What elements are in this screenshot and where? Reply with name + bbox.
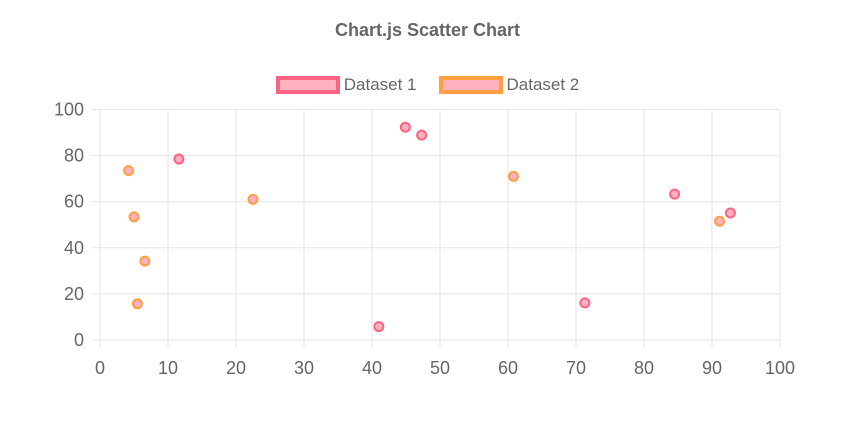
x-tick-label: 80	[634, 358, 654, 378]
y-tick-label: 20	[64, 284, 84, 304]
y-tick-label: 40	[64, 238, 84, 258]
y-tick-label: 80	[64, 146, 84, 166]
scatter-point-dataset-2[interactable]	[713, 215, 725, 227]
y-tick-label: 100	[54, 100, 84, 120]
legend-item-dataset-1[interactable]: Dataset 1	[275, 75, 417, 94]
legend-label-dataset-2: Dataset 2	[506, 75, 580, 94]
scatter-point-dataset-2[interactable]	[131, 298, 143, 310]
scatter-point-dataset-1[interactable]	[724, 207, 736, 219]
legend-swatch-dataset-1	[275, 75, 340, 94]
scatter-point-dataset-1[interactable]	[579, 297, 591, 309]
x-tick-label: 60	[498, 358, 518, 378]
scatter-point-dataset-2[interactable]	[247, 193, 259, 205]
scatter-point-dataset-1[interactable]	[416, 129, 428, 141]
x-tick-label: 10	[158, 358, 178, 378]
scatter-point-dataset-1[interactable]	[373, 321, 385, 333]
x-tick-label: 30	[294, 358, 314, 378]
chart-title: Chart.js Scatter Chart	[334, 20, 521, 40]
scatter-point-dataset-2[interactable]	[123, 165, 135, 177]
y-tick-label: 0	[74, 330, 84, 350]
x-tick-label: 20	[226, 358, 246, 378]
legend: Dataset 1 Dataset 2	[0, 75, 855, 94]
legend-item-dataset-2[interactable]: Dataset 2	[438, 75, 580, 94]
x-tick-label: 100	[765, 358, 795, 378]
scatter-point-dataset-1[interactable]	[399, 121, 411, 133]
scatter-point-dataset-1[interactable]	[669, 188, 681, 200]
scatter-point-dataset-2[interactable]	[128, 211, 140, 223]
x-tick-label: 70	[566, 358, 586, 378]
scatter-point-dataset-2[interactable]	[507, 170, 519, 182]
x-tick-label: 0	[95, 358, 105, 378]
x-tick-label: 50	[430, 358, 450, 378]
scatter-point-dataset-2[interactable]	[139, 255, 151, 267]
scatter-point-dataset-1[interactable]	[173, 153, 185, 165]
x-tick-label: 40	[362, 358, 382, 378]
x-tick-label: 90	[702, 358, 722, 378]
legend-label-dataset-1: Dataset 1	[343, 75, 417, 94]
legend-swatch-dataset-2	[438, 75, 503, 94]
y-tick-label: 60	[64, 192, 84, 212]
